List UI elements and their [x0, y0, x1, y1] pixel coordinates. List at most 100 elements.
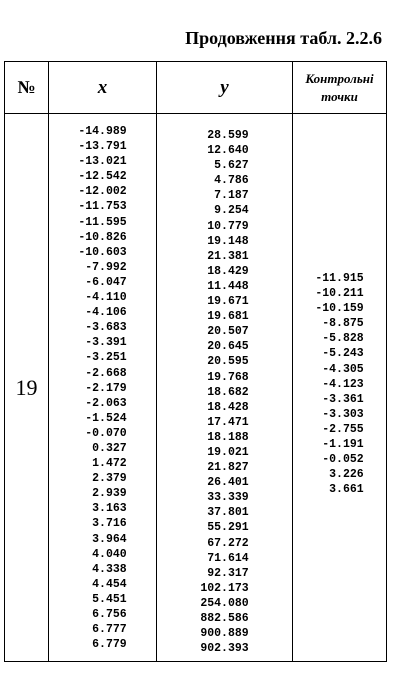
x-value: 0.327 — [92, 441, 127, 455]
x-values-list: -14.989 -13.791 -13.021 -12.542 -12.002 -11.7… — [78, 124, 126, 652]
x-value: -14.989 — [78, 125, 127, 138]
y-value: 4.786 — [214, 174, 249, 188]
control-point-value: -10.211 — [315, 287, 364, 301]
y-value: 26.401 — [207, 476, 249, 490]
table-continuation-caption: Продовження табл. 2.2.6 — [185, 28, 382, 48]
table-header-row: № x y Контрольні точки — [4, 61, 387, 114]
x-value: -13.791 — [78, 140, 127, 154]
y-value: 18.682 — [207, 385, 249, 399]
control-point-value: -3.303 — [322, 407, 364, 421]
y-value: 10.779 — [207, 219, 249, 233]
control-point-value: -5.828 — [322, 332, 364, 346]
x-value: -6.047 — [85, 275, 127, 289]
x-value: -3.683 — [85, 321, 127, 335]
x-value: 3.964 — [92, 532, 127, 546]
x-value: 6.756 — [92, 608, 127, 621]
y-value: 55.291 — [207, 521, 249, 535]
control-points-list: -11.915 -10.211 -10.159 -8.875 -5.828 -5.243-… — [315, 271, 363, 497]
y-value: 20.645 — [207, 340, 249, 354]
control-point-value: -8.875 — [322, 317, 364, 331]
header-control-line2: точки — [321, 88, 358, 104]
y-value: 18.428 — [207, 400, 249, 414]
y-values-list: 28.599 12.640 5.627 4.786 7.187 9.254 10.779 19… — [200, 128, 248, 656]
x-value: -10.603 — [78, 245, 127, 259]
y-value: 92.317 — [207, 566, 249, 580]
y-value: 11.448 — [207, 279, 249, 293]
x-value: -13.021 — [78, 155, 127, 169]
x-value: 6.777 — [92, 623, 127, 637]
x-value: -7.992 — [85, 260, 127, 274]
y-value: 67.272 — [207, 536, 249, 550]
header-x: x — [48, 61, 157, 114]
header-control-points: Контрольні точки — [292, 61, 387, 114]
y-value: 19.681 — [207, 310, 249, 324]
control-point-value: 3.226 — [329, 468, 364, 482]
y-value: 19.768 — [207, 370, 249, 384]
x-value: -0.070 — [85, 426, 127, 440]
x-value: 4.338 — [92, 562, 127, 576]
x-value: -3.391 — [85, 336, 127, 350]
x-value: 6.779 — [92, 638, 127, 652]
header-number: № — [4, 61, 49, 114]
control-point-value: -11.915 — [315, 272, 364, 285]
y-value: 21.381 — [207, 249, 249, 263]
y-value: 20.595 — [207, 355, 249, 369]
x-value: 3.163 — [92, 502, 127, 516]
control-point-value: 3.661 — [329, 483, 364, 497]
x-value: -11.595 — [78, 215, 127, 229]
header-control-line1: Контрольні — [305, 70, 374, 86]
x-value: -2.668 — [85, 366, 127, 380]
control-point-value: -10.159 — [315, 302, 364, 316]
data-table: № x y Контрольні точки 19 -14.989 -13.791… — [4, 61, 387, 662]
y-value: 21.827 — [207, 461, 249, 475]
control-point-value: -4.123 — [322, 377, 364, 391]
y-value: 17.471 — [207, 415, 249, 429]
y-value: 12.640 — [207, 144, 249, 158]
x-value: -4.106 — [85, 306, 127, 320]
row-number: 19 — [4, 113, 49, 662]
y-value: 37.801 — [207, 506, 249, 520]
y-value: 102.173 — [200, 581, 249, 595]
control-point-value: -2.755 — [322, 422, 364, 436]
x-value: -3.251 — [85, 351, 127, 365]
y-value: 254.080 — [200, 596, 249, 610]
y-value: 28.599 — [207, 129, 249, 142]
y-value: 18.188 — [207, 430, 249, 444]
x-value: -12.002 — [78, 185, 127, 199]
y-value: 18.429 — [207, 264, 249, 278]
y-value: 5.627 — [214, 159, 249, 173]
y-value: 900.889 — [200, 627, 249, 641]
x-value: 5.451 — [92, 592, 127, 606]
control-point-value: -4.305 — [322, 362, 364, 376]
x-values-cell: -14.989 -13.791 -13.021 -12.542 -12.002 -11.7… — [48, 113, 157, 662]
y-value: 882.586 — [200, 612, 249, 625]
x-value: -2.063 — [85, 396, 127, 410]
x-value: 2.939 — [92, 487, 127, 501]
header-y: y — [156, 61, 293, 114]
y-value: 19.148 — [207, 234, 249, 248]
x-value: 4.454 — [92, 577, 127, 591]
y-value: 71.614 — [207, 551, 249, 565]
x-value: -12.542 — [78, 170, 127, 184]
control-points-cell: -11.915 -10.211 -10.159 -8.875 -5.828 -5.243-… — [292, 113, 387, 662]
y-value: 9.254 — [214, 204, 249, 218]
y-value: 19.671 — [207, 295, 249, 309]
y-value: 33.339 — [207, 491, 249, 505]
x-value: -10.826 — [78, 230, 127, 244]
x-value: 1.472 — [92, 457, 127, 471]
control-point-value: -5.243 — [322, 347, 364, 361]
x-value: 3.716 — [92, 517, 127, 531]
y-values-cell: 28.599 12.640 5.627 4.786 7.187 9.254 10.779 19… — [156, 113, 293, 662]
control-point-value: -0.052 — [322, 453, 364, 467]
y-value: 7.187 — [214, 189, 249, 203]
y-value: 20.507 — [207, 325, 249, 339]
table-row: 19 -14.989 -13.791 -13.021 -12.542 -12.002 -1… — [4, 113, 387, 662]
x-value: 2.379 — [92, 472, 127, 486]
y-value: 902.393 — [200, 642, 249, 656]
x-value: -1.524 — [85, 411, 127, 425]
x-value: 4.040 — [92, 547, 127, 561]
y-value: 19.021 — [207, 445, 249, 459]
x-value: -4.110 — [85, 291, 127, 305]
x-value: -11.753 — [78, 200, 127, 214]
